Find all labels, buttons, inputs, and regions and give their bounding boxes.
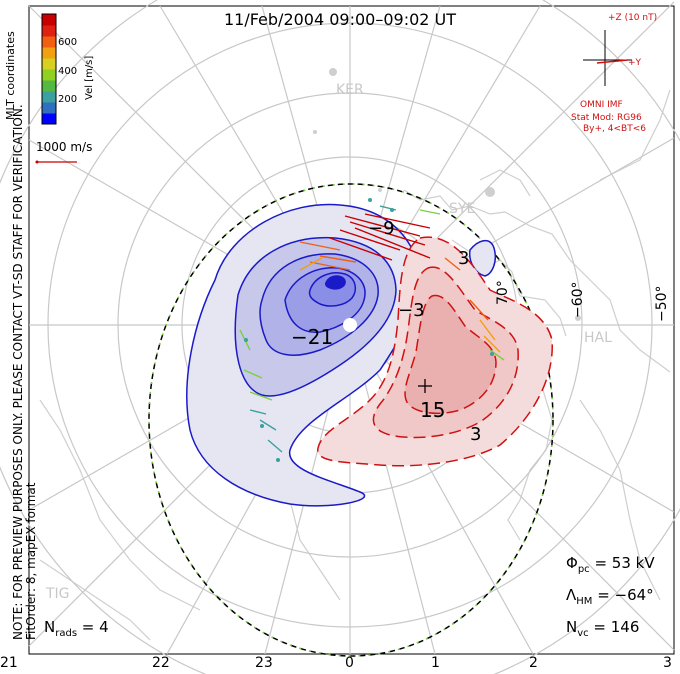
stat-phi-pc: Φpc = 53 kV bbox=[566, 554, 655, 575]
colorbar-swatch bbox=[42, 80, 56, 92]
map-title: 11/Feb/2004 09:00–09:02 UT bbox=[223, 10, 457, 29]
contour-label: −21 bbox=[291, 325, 334, 349]
colorbar-tick: 200 bbox=[58, 94, 78, 105]
imf-clock-dial bbox=[583, 30, 632, 86]
colorbar-swatch bbox=[42, 69, 56, 81]
stat-model-label: Stat Mod: RG96 bbox=[571, 113, 642, 123]
stat-lambda-hm-value: −64° bbox=[614, 586, 654, 604]
stat-nvc: Nvc = 146 bbox=[566, 618, 640, 639]
imf-condition: By+, 4<BT<6 bbox=[583, 124, 646, 134]
velocity-vectors bbox=[239, 198, 505, 462]
colorbar-swatch bbox=[42, 25, 56, 37]
negative-potential-cell bbox=[186, 203, 497, 507]
contour-label: −3 bbox=[398, 300, 425, 321]
colorbar-border bbox=[41, 13, 57, 125]
colorbar-tick: 400 bbox=[58, 66, 78, 77]
station-ker: KER bbox=[336, 82, 364, 98]
preview-note: NOTE: FOR PREVIEW PURPOSES ONLY. PLEASE … bbox=[11, 104, 38, 640]
imf-z-label: +Z (10 nT) bbox=[608, 13, 658, 23]
mlt-tick: 0 bbox=[345, 655, 354, 671]
stat-nrads-value: 4 bbox=[99, 618, 109, 636]
contour-label: 15 bbox=[420, 398, 446, 422]
stat-phi-pc-value: 53 kV bbox=[611, 554, 655, 572]
velocity-colorbar bbox=[41, 13, 57, 125]
station-hal: HAL bbox=[584, 330, 612, 346]
imf-source: OMNI IMF bbox=[580, 100, 623, 110]
mlt-tick: 21 bbox=[0, 655, 18, 671]
scale-vector-label: 1000 m/s bbox=[36, 140, 93, 154]
colorbar-tick: 600 bbox=[58, 37, 78, 48]
fit-order-note: FitOrder: 8, mapEX format bbox=[24, 482, 38, 640]
contour-label: 3 bbox=[470, 424, 482, 445]
colorbar-swatch bbox=[42, 47, 56, 59]
hm-boundary bbox=[148, 183, 554, 657]
positive-potential-cell bbox=[317, 236, 553, 467]
station-tig: TIG bbox=[46, 586, 70, 602]
contour-label: −9 bbox=[368, 218, 395, 239]
lat-label: −60° bbox=[570, 281, 586, 318]
colorbar-swatch bbox=[42, 14, 56, 26]
mlt-tick: 3 bbox=[663, 655, 672, 671]
dawn-center-marker bbox=[418, 379, 432, 393]
stat-nrads: Nrads = 4 bbox=[44, 618, 109, 639]
mlt-tick: 1 bbox=[431, 655, 440, 671]
station-sye: SYE bbox=[449, 201, 476, 217]
lat-label: 70° bbox=[495, 280, 511, 305]
islands bbox=[313, 68, 581, 321]
colorbar-swatch bbox=[42, 58, 56, 70]
colorbar-swatch bbox=[42, 91, 56, 103]
pole-marker bbox=[343, 318, 357, 332]
stat-lambda-hm: ΛHM = −64° bbox=[566, 586, 654, 607]
colorbar-swatch bbox=[42, 113, 56, 125]
coastlines bbox=[39, 89, 671, 641]
lat-label: −50° bbox=[654, 285, 670, 322]
stat-nvc-value: 146 bbox=[610, 618, 640, 636]
colorbar-label: Vel [m/s] bbox=[84, 55, 95, 100]
colorbar-swatch bbox=[42, 102, 56, 114]
colorbar-swatch bbox=[42, 36, 56, 48]
plot-frame bbox=[28, 5, 675, 655]
coordinate-system-label: MLT coordinates bbox=[4, 31, 17, 120]
mlt-tick: 2 bbox=[529, 655, 538, 671]
contour-label: 3 bbox=[458, 248, 470, 269]
mlt-tick: 23 bbox=[255, 655, 273, 671]
imf-y-label: +Y bbox=[628, 58, 642, 68]
mlt-tick: 22 bbox=[152, 655, 170, 671]
